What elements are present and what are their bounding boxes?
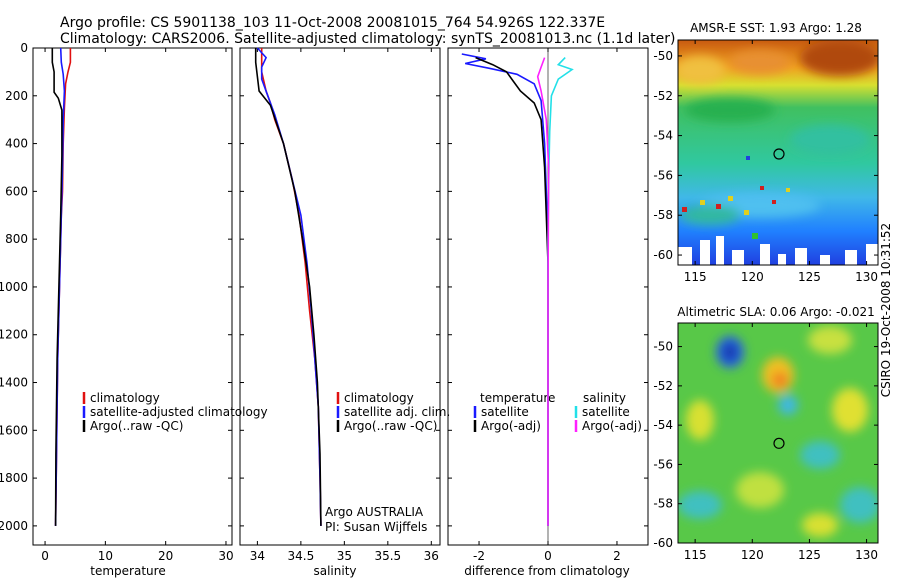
map-y-tick-label: -56 bbox=[653, 168, 673, 182]
salinity-axes-frame bbox=[239, 47, 441, 546]
map-x-tick-label: 125 bbox=[798, 270, 821, 284]
timestamp-side-label: CSIRO 19-Oct-2008 10:31:52 bbox=[879, 223, 893, 397]
map-y-tick-label: -54 bbox=[653, 418, 673, 432]
legend-label-temp-argo: Argo(-adj) bbox=[481, 419, 541, 433]
y-tick-label: 1600 bbox=[0, 423, 28, 437]
x-tick-label: 34 bbox=[250, 549, 265, 563]
y-tick-label: 0 bbox=[20, 41, 28, 55]
map-y-tick-label: -60 bbox=[653, 536, 673, 550]
map-y-tick-label: -54 bbox=[653, 129, 673, 143]
x-tick-label: 0 bbox=[41, 549, 49, 563]
x-tick-label: 10 bbox=[98, 549, 113, 563]
map-y-tick-label: -52 bbox=[653, 89, 673, 103]
x-tick-label: 20 bbox=[158, 549, 173, 563]
map-x-tick-label: 115 bbox=[684, 548, 707, 562]
argo-float-marker bbox=[773, 437, 785, 449]
series-line-climatology bbox=[260, 48, 322, 526]
map-y-tick-label: -60 bbox=[653, 248, 673, 262]
series-line-salinity-argo-adj- bbox=[536, 57, 550, 526]
map-x-tick-label: 120 bbox=[741, 548, 764, 562]
legend-header-salinity: salinity bbox=[583, 391, 626, 405]
x-tick-label: 35.5 bbox=[374, 549, 401, 563]
salinity-panel: salinity climatology satellite adj. clim… bbox=[239, 47, 450, 578]
series-line-argo-raw-qc- bbox=[254, 48, 322, 526]
legend-label-temp-satellite: satellite bbox=[481, 405, 529, 419]
annotation-pi-name: PI: Susan Wijffels bbox=[325, 520, 427, 534]
x-tick-label: 0 bbox=[544, 549, 552, 563]
legend-header-temperature: temperature bbox=[480, 391, 555, 405]
y-tick-label: 1200 bbox=[0, 328, 28, 342]
map-y-tick-label: -52 bbox=[653, 379, 673, 393]
sla-map-title: Altimetric SLA: 0.06 Argo: -0.021 bbox=[677, 305, 874, 319]
x-tick-label: -2 bbox=[473, 549, 485, 563]
y-tick-label: 800 bbox=[5, 232, 28, 246]
map-x-tick-label: 130 bbox=[855, 548, 878, 562]
legend-label-climatology: climatology bbox=[90, 391, 160, 405]
map-y-tick-label: -50 bbox=[653, 49, 673, 63]
annotation-argo-australia: Argo AUSTRALIA bbox=[325, 505, 424, 519]
sla-map-image bbox=[678, 323, 878, 543]
map-y-tick-label: -56 bbox=[653, 457, 673, 471]
x-tick-label: 2 bbox=[613, 549, 621, 563]
argo-float-marker bbox=[773, 148, 785, 160]
series-line-satellite-adj-clim- bbox=[256, 47, 322, 526]
temperature-axes-frame bbox=[32, 47, 233, 546]
legend-label-argo: Argo(..raw -QC) bbox=[90, 419, 183, 433]
legend-label-satellite-adjusted: satellite-adjusted climatology bbox=[90, 405, 268, 419]
y-tick-label: 2000 bbox=[0, 519, 28, 533]
sst-map-frame bbox=[677, 39, 879, 266]
series-line-temperature-satellite bbox=[461, 53, 549, 526]
x-tick-label: 36 bbox=[424, 549, 439, 563]
y-tick-label: 1000 bbox=[0, 280, 28, 294]
header-title-line2: Climatology: CARS2006. Satellite-adjuste… bbox=[60, 31, 675, 47]
temperature-panel: temperature climatology satellite-adjust… bbox=[0, 41, 268, 578]
header-title-line1: Argo profile: CS 5901138_103 11-Oct-2008… bbox=[60, 15, 605, 31]
salinity-legend: climatology satellite adj. clim. Argo(..… bbox=[336, 391, 450, 433]
y-tick-label: 600 bbox=[5, 184, 28, 198]
y-tick-label: 400 bbox=[5, 137, 28, 151]
map-y-tick-label: -58 bbox=[653, 208, 673, 222]
map-x-tick-label: 115 bbox=[684, 270, 707, 284]
difference-xlabel: difference from climatology bbox=[464, 564, 630, 578]
y-tick-label: 1400 bbox=[0, 376, 28, 390]
legend-label-sal-argo: Argo(-adj) bbox=[582, 419, 642, 433]
sla-map-frame bbox=[677, 322, 879, 544]
legend-label-argo: Argo(..raw -QC) bbox=[344, 419, 437, 433]
series-line-satellite-adjusted-climatology bbox=[54, 47, 66, 526]
sst-map-image bbox=[678, 40, 878, 265]
x-tick-label: 35 bbox=[337, 549, 352, 563]
temperature-xlabel: temperature bbox=[90, 564, 165, 578]
x-tick-label: 30 bbox=[218, 549, 233, 563]
temperature-legend: climatology satellite-adjusted climatolo… bbox=[82, 391, 268, 433]
map-y-tick-label: -50 bbox=[653, 340, 673, 354]
sla-map-panel: Altimetric SLA: 0.06 Argo: -0.021 115 120… bbox=[653, 305, 879, 562]
x-tick-label: 34.5 bbox=[288, 549, 315, 563]
map-x-tick-label: 120 bbox=[741, 270, 764, 284]
series-line-temperature-argo-adj- bbox=[475, 56, 549, 526]
sla-field-texture bbox=[678, 326, 878, 537]
map-x-tick-label: 125 bbox=[798, 548, 821, 562]
y-tick-label: 200 bbox=[5, 89, 28, 103]
difference-panel: difference from climatology temperature … bbox=[447, 47, 649, 578]
sst-map-panel: AMSR-E SST: 1.93 Argo: 1.28 bbox=[653, 21, 879, 284]
sst-missing-data bbox=[678, 236, 878, 265]
difference-legend: temperature salinity satellite Argo(-adj… bbox=[473, 391, 642, 433]
legend-label-satellite-adj: satellite adj. clim. bbox=[344, 405, 450, 419]
map-y-tick-label: -58 bbox=[653, 497, 673, 511]
series-line-salinity-satellite bbox=[547, 57, 574, 526]
sst-map-title: AMSR-E SST: 1.93 Argo: 1.28 bbox=[690, 21, 862, 35]
sst-speckle bbox=[682, 156, 790, 239]
map-x-tick-label: 130 bbox=[855, 270, 878, 284]
legend-label-climatology: climatology bbox=[344, 391, 414, 405]
series-line-argo-raw-qc- bbox=[51, 48, 63, 526]
legend-label-sal-satellite: satellite bbox=[582, 405, 630, 419]
salinity-xlabel: salinity bbox=[313, 564, 356, 578]
y-tick-label: 1800 bbox=[0, 471, 28, 485]
